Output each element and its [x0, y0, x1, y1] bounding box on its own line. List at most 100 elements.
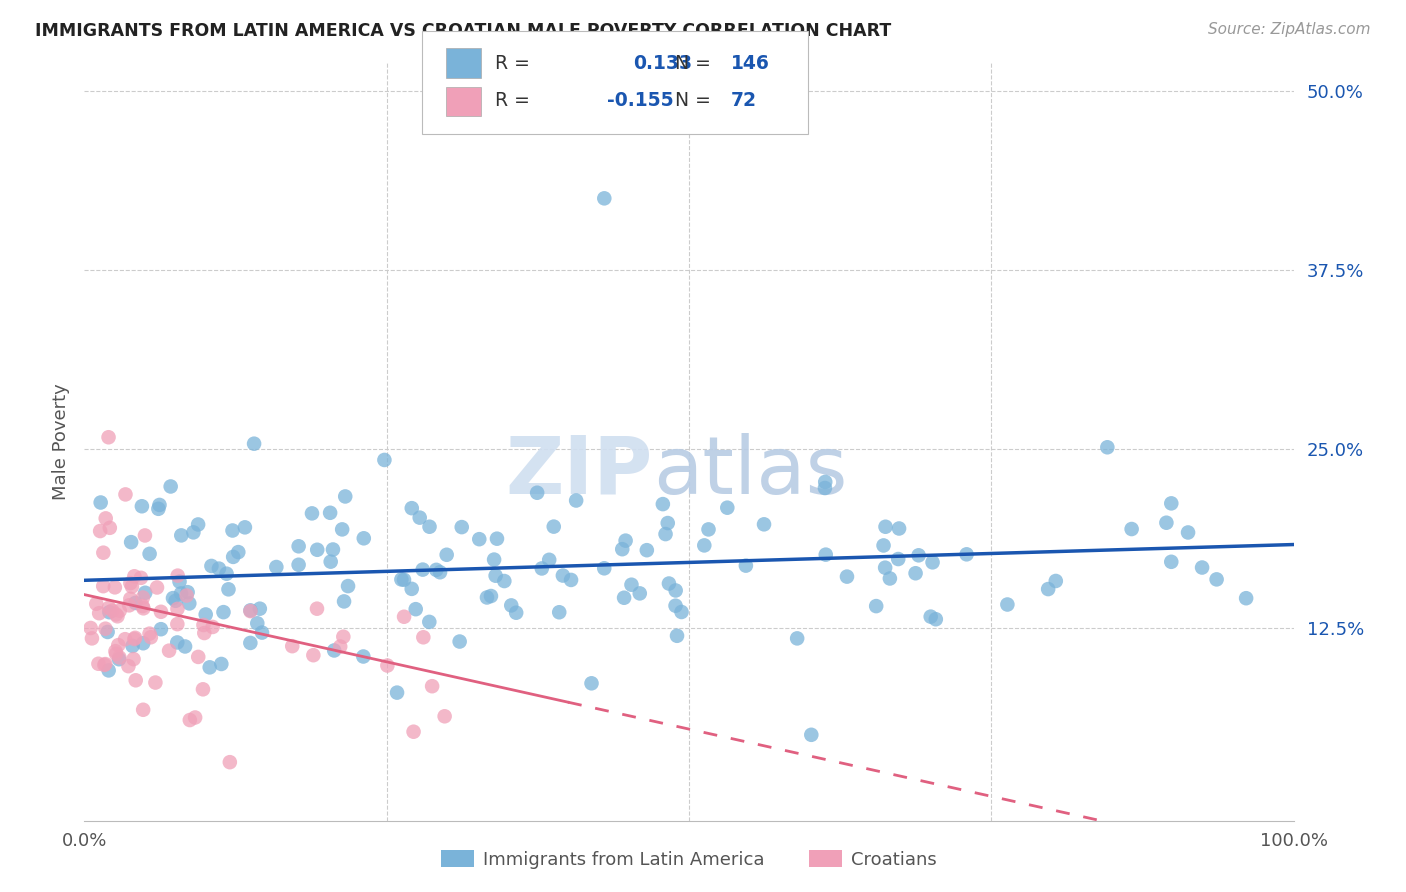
Point: [80, 632, 103, 646]
Point: [468, 532, 491, 546]
Point: [105, 647, 128, 661]
Text: R =: R =: [495, 54, 530, 73]
Point: [250, 625, 273, 640]
Point: [184, 710, 207, 724]
Point: [412, 563, 434, 577]
Point: [84, 597, 107, 611]
Point: [105, 607, 128, 622]
Point: [187, 649, 209, 664]
Point: [104, 644, 127, 658]
Point: [169, 574, 191, 589]
Point: [479, 589, 502, 603]
Point: [125, 673, 148, 688]
Point: [955, 547, 977, 561]
Point: [449, 634, 471, 648]
Point: [654, 527, 676, 541]
Point: [287, 539, 309, 553]
Text: -0.155: -0.155: [607, 91, 673, 111]
Point: [636, 543, 658, 558]
Point: [412, 630, 434, 644]
Point: [734, 558, 756, 573]
Point: [124, 569, 146, 583]
Point: [666, 629, 689, 643]
Point: [1036, 582, 1059, 596]
Point: [79, 621, 101, 635]
Point: [97, 664, 120, 678]
Point: [149, 605, 172, 619]
Point: [90, 495, 112, 509]
Point: [664, 599, 686, 613]
Point: [94, 622, 117, 636]
Point: [174, 640, 197, 654]
Point: [87, 657, 110, 671]
Point: [233, 520, 256, 534]
Point: [1177, 525, 1199, 540]
Point: [124, 631, 146, 645]
Point: [485, 532, 508, 546]
Point: [165, 594, 187, 608]
Point: [91, 579, 114, 593]
Point: [170, 528, 193, 542]
Point: [409, 510, 432, 524]
Point: [218, 755, 240, 769]
Point: [887, 521, 910, 535]
Point: [620, 578, 643, 592]
Point: [97, 624, 120, 639]
Point: [170, 586, 193, 600]
Point: [94, 511, 117, 525]
Point: [226, 545, 249, 559]
Point: [628, 586, 651, 600]
Point: [925, 612, 948, 626]
Point: [319, 506, 342, 520]
Point: [212, 605, 235, 619]
Text: R =: R =: [495, 91, 530, 111]
Point: [425, 563, 447, 577]
Point: [114, 487, 136, 501]
Text: IMMIGRANTS FROM LATIN AMERICA VS CROATIAN MALE POVERTY CORRELATION CHART: IMMIGRANTS FROM LATIN AMERICA VS CROATIA…: [35, 22, 891, 40]
Point: [800, 728, 823, 742]
Point: [1160, 496, 1182, 510]
Point: [526, 485, 548, 500]
Point: [337, 579, 360, 593]
Point: [148, 501, 170, 516]
Point: [287, 558, 309, 572]
Point: [221, 524, 243, 538]
Point: [138, 547, 160, 561]
Point: [614, 533, 637, 548]
Point: [887, 552, 910, 566]
Point: [139, 630, 162, 644]
Point: [159, 479, 181, 493]
Point: [124, 596, 146, 610]
Point: [157, 643, 180, 657]
Point: [132, 703, 155, 717]
Point: [98, 600, 121, 615]
Point: [89, 606, 111, 620]
Point: [183, 525, 205, 540]
Point: [693, 538, 716, 552]
Text: ZIP: ZIP: [505, 433, 652, 511]
Point: [281, 639, 304, 653]
Point: [433, 709, 456, 723]
Point: [872, 538, 894, 552]
Point: [145, 675, 167, 690]
Point: [243, 436, 266, 450]
Point: [401, 501, 423, 516]
Point: [108, 604, 131, 618]
Point: [301, 507, 323, 521]
Point: [373, 453, 395, 467]
Point: [93, 546, 115, 560]
Point: [329, 640, 352, 654]
Point: [330, 522, 353, 536]
Point: [215, 566, 238, 581]
Text: Source: ZipAtlas.com: Source: ZipAtlas.com: [1208, 22, 1371, 37]
Point: [333, 594, 356, 608]
Point: [565, 493, 588, 508]
Point: [752, 517, 775, 532]
Point: [429, 566, 451, 580]
Point: [436, 548, 458, 562]
Point: [162, 591, 184, 606]
Point: [1234, 591, 1257, 606]
Point: [1121, 522, 1143, 536]
Point: [132, 601, 155, 615]
Point: [120, 591, 142, 606]
